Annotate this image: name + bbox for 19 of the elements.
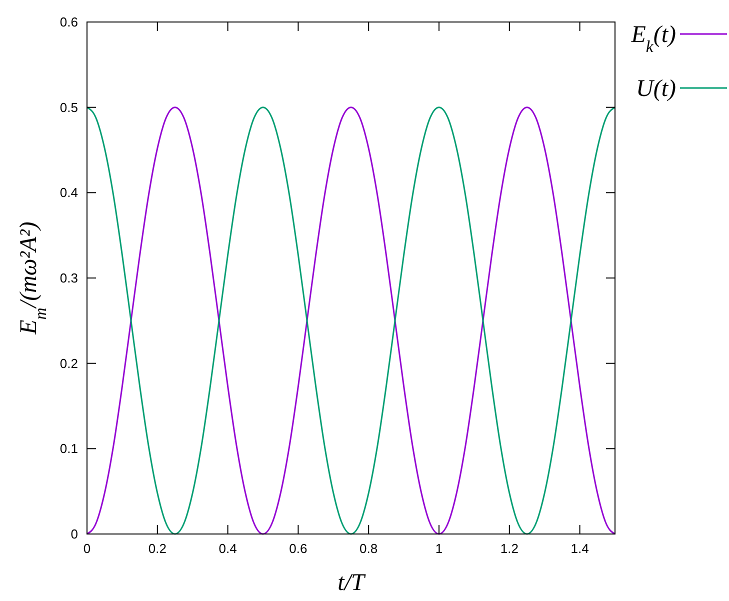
x-tick-label: 1 — [435, 541, 443, 556]
x-axis-title: t/T — [338, 570, 366, 596]
y-tick-label: 0 — [70, 526, 78, 542]
y-tick-label: 0.5 — [60, 100, 78, 115]
x-tick-label: 1.2 — [500, 541, 518, 556]
y-tick-label: 0.1 — [60, 441, 78, 456]
y-tick-label: 0.6 — [60, 14, 78, 30]
y-tick-label: 0.4 — [60, 185, 78, 200]
legend-label: E$_{k}$(t) — [630, 22, 676, 56]
x-tick-label: 0.2 — [148, 541, 166, 556]
y-tick-label: 0.2 — [60, 356, 78, 371]
x-tick-label: 1.4 — [570, 541, 589, 556]
x-tick-label: 0.4 — [218, 541, 237, 556]
y-tick-label: 0.3 — [60, 270, 78, 286]
legend-label: U(t) — [636, 76, 676, 102]
x-tick-label: 0 — [83, 541, 91, 556]
line-series — [86, 106, 616, 535]
x-tick-label: 0.6 — [289, 541, 308, 556]
x-tick-label: 0.8 — [360, 541, 378, 556]
